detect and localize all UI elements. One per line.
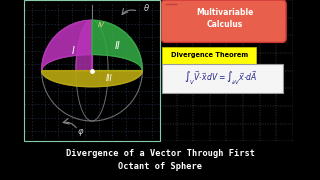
FancyBboxPatch shape [161, 0, 286, 42]
Text: I: I [71, 46, 74, 55]
Text: Multivariable
Calculus: Multivariable Calculus [196, 8, 254, 29]
Text: IV: IV [98, 22, 105, 28]
Text: φ: φ [78, 127, 84, 136]
Polygon shape [92, 20, 142, 71]
Text: III: III [106, 74, 113, 83]
FancyBboxPatch shape [162, 47, 256, 64]
Polygon shape [76, 20, 92, 71]
Text: Divergence Theorem: Divergence Theorem [171, 52, 248, 58]
Polygon shape [42, 71, 142, 87]
Text: $\int_V \vec{V}\!\cdot\!\vec{x}\,dV = \int_{\partial V} \vec{x}\!\cdot\!d\vec{A}: $\int_V \vec{V}\!\cdot\!\vec{x}\,dV = \i… [184, 69, 258, 87]
Text: II: II [114, 41, 120, 51]
Text: Divergence of a Vector Through First
Octant of Sphere: Divergence of a Vector Through First Oct… [66, 149, 254, 171]
Text: θ: θ [143, 4, 148, 13]
Polygon shape [42, 20, 92, 71]
FancyBboxPatch shape [162, 64, 283, 93]
